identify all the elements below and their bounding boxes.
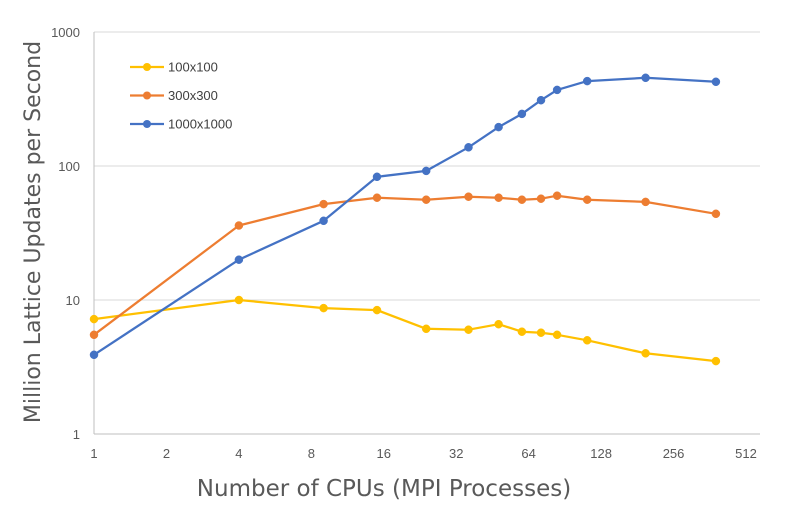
data-point xyxy=(372,193,382,202)
data-point xyxy=(421,195,431,204)
y-axis-ticks: 1 10 100 1000 xyxy=(51,25,80,442)
legend-item: 1000x1000 xyxy=(130,117,232,132)
data-point xyxy=(319,216,328,226)
data-point xyxy=(372,172,382,182)
series-100x100 xyxy=(89,295,721,366)
data-point xyxy=(234,295,244,305)
y-tick-label: 1 xyxy=(73,427,80,442)
x-tick-label: 4 xyxy=(235,446,242,461)
series-1000x1000 xyxy=(89,73,721,360)
legend-label: 100x100 xyxy=(168,60,218,75)
data-point xyxy=(517,327,527,336)
x-tick-label: 16 xyxy=(377,446,391,461)
data-point xyxy=(517,195,527,204)
data-point xyxy=(582,336,592,345)
data-point xyxy=(641,349,650,358)
data-point xyxy=(711,209,721,219)
x-axis-ticks: 1 2 4 8 16 32 64 128 256 512 xyxy=(90,446,756,461)
data-point xyxy=(711,77,721,87)
data-point xyxy=(641,197,650,207)
data-point xyxy=(319,303,328,313)
data-point xyxy=(536,328,546,337)
data-point xyxy=(536,95,546,105)
data-point xyxy=(464,143,473,152)
data-point xyxy=(234,255,244,264)
legend: 100x100 300x300 1000x1000 xyxy=(130,60,232,132)
data-point xyxy=(582,195,592,204)
data-point xyxy=(711,356,721,366)
legend-label: 300x300 xyxy=(168,88,218,103)
data-point xyxy=(494,122,503,132)
legend-marker xyxy=(143,63,151,71)
data-point xyxy=(494,319,503,329)
data-point xyxy=(552,85,562,95)
data-point xyxy=(641,73,650,83)
x-axis-title: Number of CPUs (MPI Processes) xyxy=(197,476,571,502)
x-tick-label: 8 xyxy=(308,446,315,461)
data-point xyxy=(552,191,562,200)
gridlines xyxy=(93,31,760,435)
y-tick-label: 1000 xyxy=(51,25,80,40)
legend-item: 100x100 xyxy=(130,60,218,75)
x-tick-label: 32 xyxy=(449,446,463,461)
data-point xyxy=(464,325,473,334)
legend-item: 300x300 xyxy=(130,88,218,103)
y-tick-label: 100 xyxy=(58,159,80,174)
y-tick-label: 10 xyxy=(66,293,80,308)
data-point xyxy=(494,193,503,202)
y-axis-title: Million Lattice Updates per Second xyxy=(21,41,46,423)
data-point xyxy=(89,330,99,340)
data-point xyxy=(421,324,431,334)
data-point xyxy=(372,305,382,315)
data-point xyxy=(536,194,546,203)
x-tick-label: 1 xyxy=(90,446,97,461)
series-layer xyxy=(89,73,721,366)
data-point xyxy=(89,350,99,360)
data-point xyxy=(421,166,431,176)
x-tick-label: 64 xyxy=(521,446,535,461)
x-tick-label: 2 xyxy=(163,446,170,461)
x-tick-label: 512 xyxy=(735,446,757,461)
data-point xyxy=(582,76,592,86)
data-point xyxy=(464,192,473,201)
legend-label: 1000x1000 xyxy=(168,117,232,132)
data-point xyxy=(319,199,328,209)
data-point xyxy=(552,330,562,340)
x-tick-label: 128 xyxy=(590,446,612,461)
legend-marker xyxy=(143,91,151,100)
data-point xyxy=(89,314,99,324)
series-300x300 xyxy=(89,191,721,340)
data-point xyxy=(234,221,244,230)
x-tick-label: 256 xyxy=(663,446,685,461)
data-point xyxy=(517,109,527,119)
legend-marker xyxy=(143,120,151,128)
